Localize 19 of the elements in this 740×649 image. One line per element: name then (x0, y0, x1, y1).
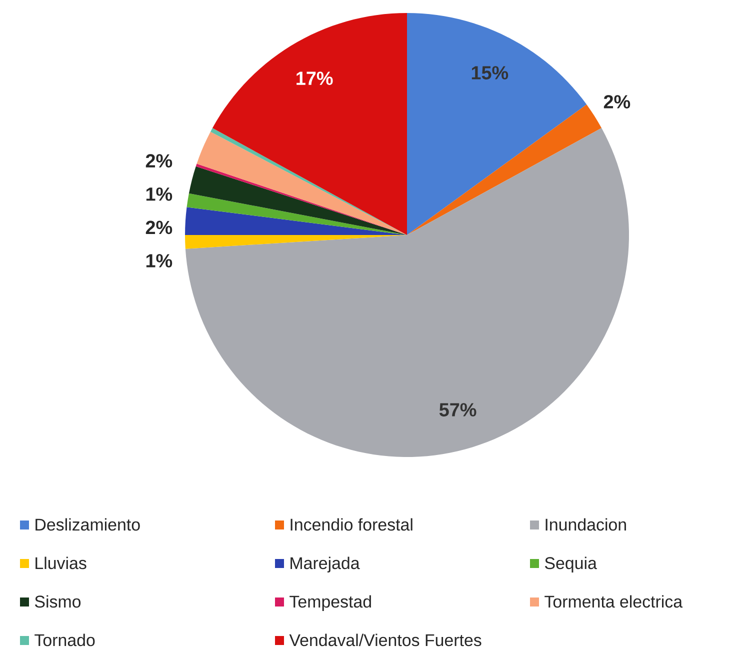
data-label: 1% (146, 254, 172, 268)
legend-label: Lluvias (36, 556, 86, 570)
data-label: 2% (146, 220, 172, 234)
legend-label: Sismo (34, 595, 81, 608)
data-label: 15% (472, 66, 508, 80)
legend-label: Inundacion (546, 518, 626, 531)
data-label: 17% (296, 72, 333, 85)
data-label: 2% (146, 154, 172, 168)
legend-label: Deslizamiento (36, 518, 140, 531)
data-label: 57% (439, 403, 476, 416)
legend-label: Tormenta electrica (544, 595, 683, 608)
legend-label: Vendaval/Vientos Fuertes (289, 634, 482, 646)
legend-label: Tempestad (290, 595, 371, 612)
legend-label: Sequia (544, 556, 597, 573)
legend-label: Marejada (290, 556, 360, 573)
legend-label: Tornado (34, 634, 95, 646)
data-label: 2% (604, 95, 630, 108)
data-label: 1% (146, 187, 172, 201)
legend-label: Incendio forestal (290, 518, 412, 531)
